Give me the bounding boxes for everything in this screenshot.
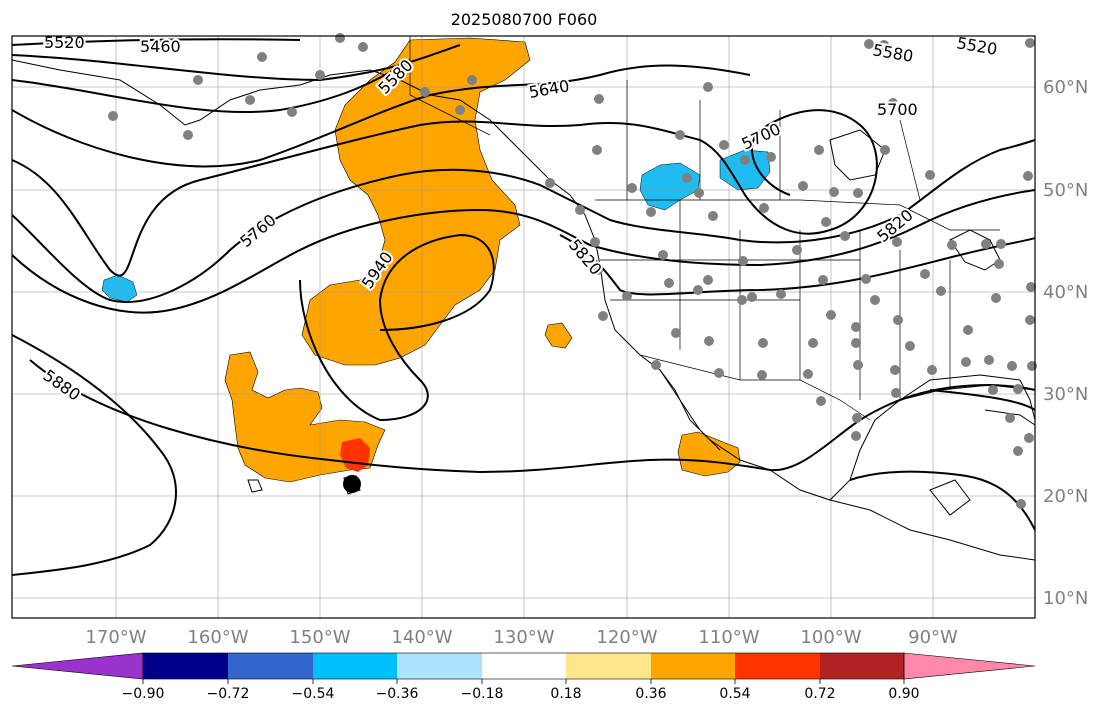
colorbar-tick-label: −0.18: [461, 686, 504, 702]
lon-label: 130°W: [493, 627, 554, 648]
latitude-labels: 60°N 50°N 40°N 30°N 20°N 10°N: [1043, 77, 1088, 609]
contour-5820: [11, 189, 1036, 314]
map-title: 2025080700 F060: [450, 10, 598, 29]
alaska-canada-border: [409, 36, 491, 136]
colorbar-bin: [820, 653, 904, 679]
contour-label: 5460: [140, 37, 181, 56]
central-america-coast: [829, 499, 1036, 561]
lat-label: 60°N: [1043, 77, 1088, 98]
colorbar-high-extension: [903, 652, 1036, 680]
lon-label: 150°W: [289, 627, 350, 648]
lon-label: 140°W: [391, 627, 452, 648]
colorbar-bin: [566, 653, 651, 679]
contour-5760: [11, 139, 1036, 303]
hawaii-small: [247, 479, 263, 493]
lon-label: 160°W: [187, 627, 248, 648]
colorbar-tick-label: −0.90: [122, 686, 165, 702]
colorbar-bin: [482, 653, 566, 679]
colorbar-tick-label: −0.36: [376, 686, 419, 702]
lon-label: 110°W: [698, 627, 759, 648]
colorbar-bin: [143, 653, 228, 679]
colorbar-tick-label: 0.18: [550, 686, 581, 702]
contour-5640: [11, 64, 751, 168]
longitude-labels: 170°W 160°W 150°W 140°W 130°W 120°W 110°…: [85, 627, 958, 648]
mexico-coast: [769, 384, 1036, 501]
contour-label: 5520: [44, 33, 85, 52]
orange-anomaly-region-north: [301, 37, 531, 366]
colorbar-bin: [651, 653, 735, 679]
contour-5460: [11, 38, 301, 46]
contour-5880: [11, 334, 177, 576]
canada-us-border: [595, 199, 1000, 231]
contour-5880-main: [29, 359, 1036, 474]
yucatan: [929, 479, 971, 516]
cuba: [984, 409, 1036, 426]
gulf-coast: [899, 374, 1021, 401]
plot-frame: [11, 35, 1036, 619]
colorbar-tick-label: −0.54: [292, 686, 335, 702]
anomaly-fills: [101, 37, 771, 483]
lat-label: 40°N: [1043, 282, 1088, 303]
colorbar-outline: [142, 652, 905, 680]
province-borders: [626, 80, 921, 201]
lat-label: 50°N: [1043, 180, 1088, 201]
political-borders: [409, 36, 1000, 421]
colorbar-bin: [228, 653, 313, 679]
lon-label: 170°W: [85, 627, 146, 648]
contour-5700: [11, 109, 878, 277]
lat-label: 20°N: [1043, 486, 1088, 507]
contour-5520: [11, 44, 461, 82]
contour-5580: [11, 59, 411, 113]
orange-anomaly-region-small: [544, 322, 573, 349]
lon-label: 100°W: [800, 627, 861, 648]
lon-label: 120°W: [596, 627, 657, 648]
colorbar-tick-label: −0.72: [207, 686, 250, 702]
blue-anomaly-region-plains: [719, 149, 771, 191]
orange-anomaly-region-baja: [677, 431, 741, 477]
colorbar-bin: [313, 653, 397, 679]
hudson-bay: [829, 129, 886, 181]
contour-5880-inner: [559, 234, 1036, 296]
colorbar-tick-label: 0.72: [804, 686, 835, 702]
colorbar-tick-label: 0.36: [635, 686, 666, 702]
lon-label: 90°W: [908, 627, 958, 648]
colorbar: −0.90 −0.72 −0.54 −0.36 −0.18 0.18 0.36 …: [11, 652, 1036, 702]
contour-5940: [299, 233, 495, 422]
baja-coast: [659, 369, 721, 451]
height-contours: [11, 38, 1036, 576]
storm-center-marker: [343, 475, 361, 493]
contour-se-gulf: [929, 389, 1036, 411]
lat-label: 30°N: [1043, 384, 1088, 405]
us-mexico-border: [639, 354, 871, 421]
contour-label: 5700: [877, 100, 918, 119]
state-borders: [600, 200, 951, 400]
lat-label: 10°N: [1043, 588, 1088, 609]
colorbar-tick-label: 0.90: [888, 686, 919, 702]
colorbar-low-extension: [11, 652, 144, 680]
colorbar-bin: [397, 653, 482, 679]
colorbar-bin: [735, 653, 820, 679]
colorbar-tick-label: 0.54: [719, 686, 750, 702]
